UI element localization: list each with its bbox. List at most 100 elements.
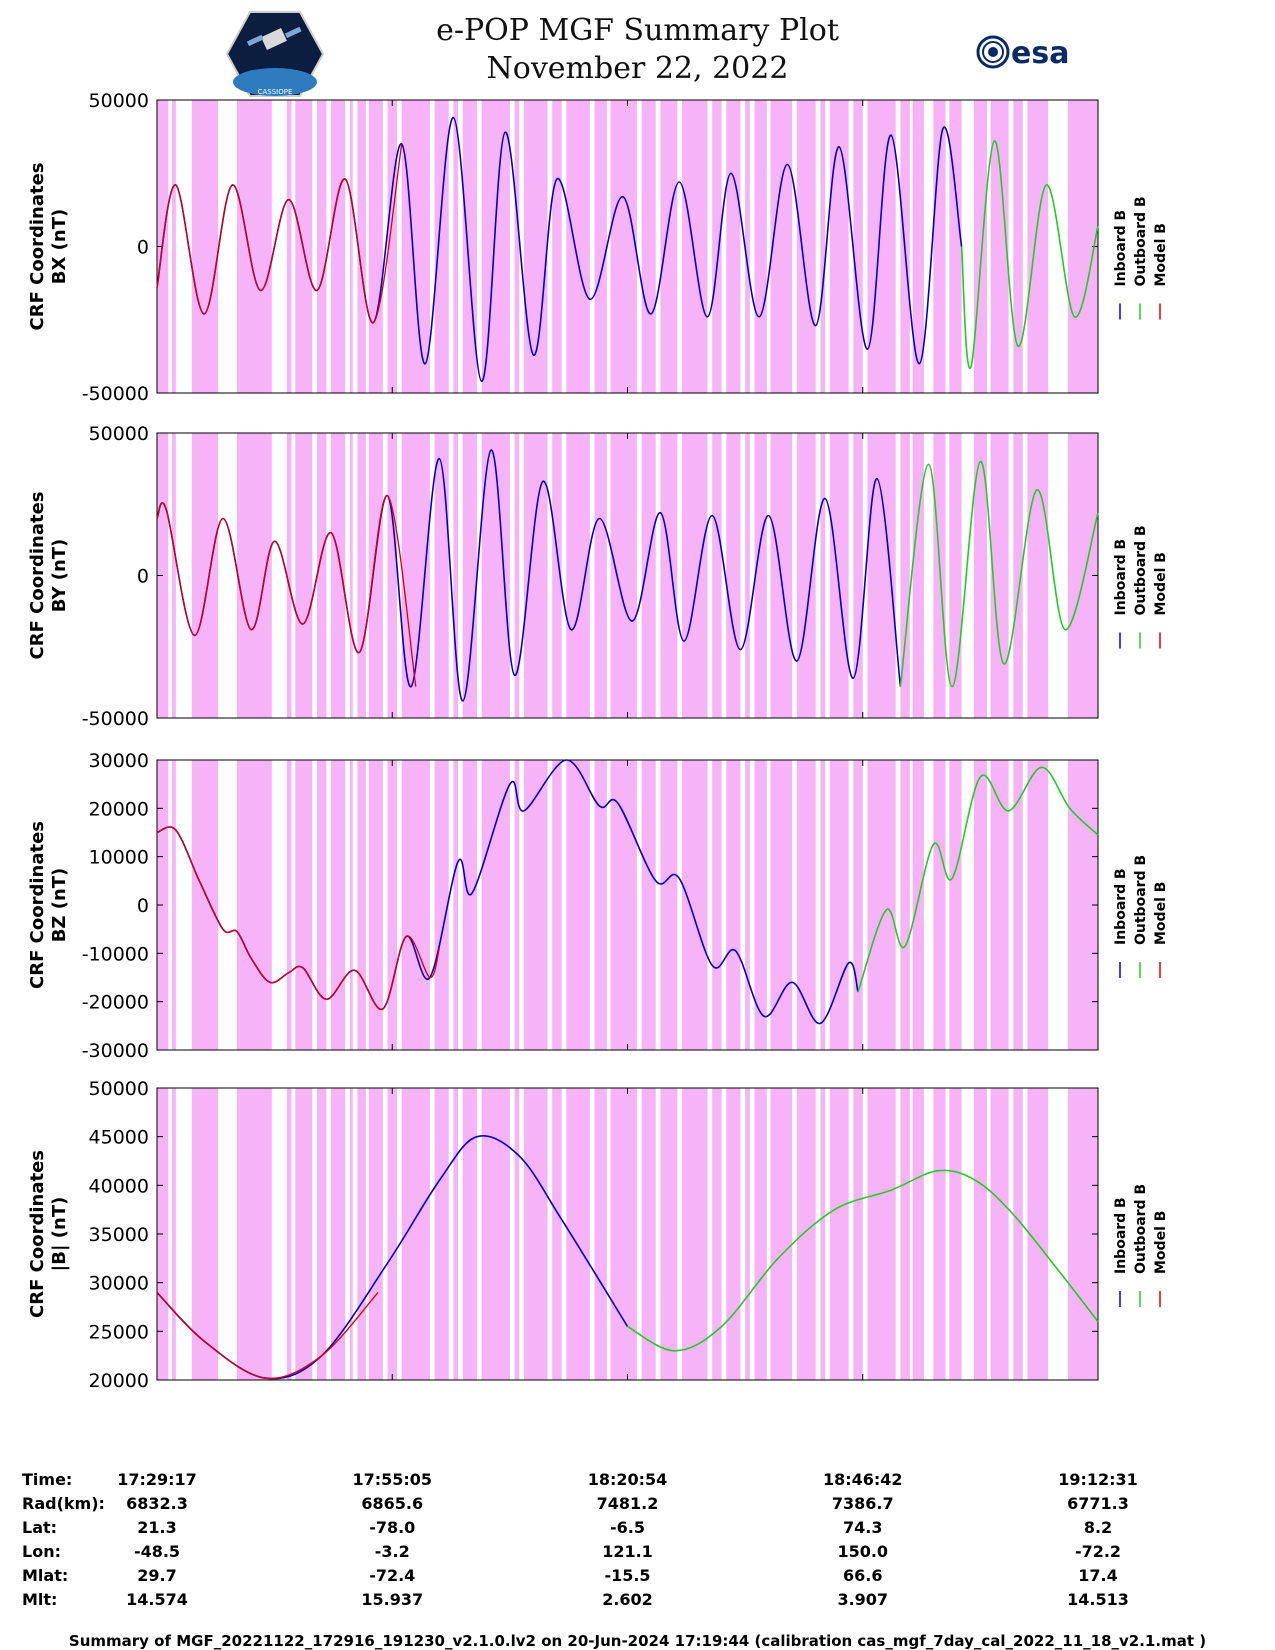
series-model-b xyxy=(156,826,440,1010)
cell-lat: 74.3 xyxy=(843,1518,882,1537)
shade-band xyxy=(453,760,459,1050)
shade-band xyxy=(973,760,987,1050)
shade-band xyxy=(453,100,459,393)
shade-band xyxy=(331,100,346,393)
shade-band xyxy=(236,100,272,393)
shade-band xyxy=(990,100,1009,393)
y-tick-label: 35000 xyxy=(89,1224,149,1246)
cell-rad: 7481.2 xyxy=(597,1494,659,1513)
row-label: Rad(km): xyxy=(22,1494,105,1513)
row-label: Lon: xyxy=(22,1542,61,1561)
shade-band xyxy=(286,760,292,1050)
shade-band xyxy=(594,1088,607,1380)
shade-band xyxy=(829,1088,849,1380)
shade-band xyxy=(990,1088,1009,1380)
shade-band xyxy=(357,760,366,1050)
cell-lon: -72.2 xyxy=(1075,1542,1121,1561)
legend-label: Model B xyxy=(1153,552,1169,615)
shade-band xyxy=(286,1088,292,1380)
cell-mlat: 17.4 xyxy=(1078,1566,1117,1585)
row-label: Time: xyxy=(22,1470,72,1489)
shade-band xyxy=(641,100,656,393)
title-line: e-POP MGF Summary Plot xyxy=(436,13,839,48)
shade-band xyxy=(754,433,767,718)
shade-band xyxy=(349,1088,353,1380)
shade-band xyxy=(641,760,656,1050)
shade-band xyxy=(295,760,313,1050)
shade-band xyxy=(770,1088,793,1380)
shade-band xyxy=(331,760,346,1050)
cell-mlat: 29.7 xyxy=(137,1566,176,1585)
y-tick-label: 20000 xyxy=(89,798,149,820)
shade-band xyxy=(286,100,292,393)
y-axis-label: CRF Coordinates xyxy=(27,492,48,660)
shade-band xyxy=(949,760,962,1050)
shade-band xyxy=(770,760,793,1050)
shade-band xyxy=(552,433,562,718)
shade-band xyxy=(401,760,430,1050)
shade-band xyxy=(867,760,896,1050)
shade-band xyxy=(660,100,678,393)
shade-band xyxy=(610,1088,637,1380)
cell-mlt: 14.513 xyxy=(1067,1590,1129,1609)
svg-text:CASSIOPE: CASSIOPE xyxy=(258,88,293,96)
shade-band xyxy=(191,433,219,718)
esa-logo: esa xyxy=(976,35,1069,71)
shade-band xyxy=(820,760,826,1050)
panel-bz: -30000 -20000 -10000 0 10000 20000 30000 CRF Co… xyxy=(27,750,1169,1062)
shade-band xyxy=(853,433,863,718)
shade-band xyxy=(912,760,924,1050)
position-table: Time: 17:29:17 17:55:05 18:20:54 18:46:42 19:… xyxy=(22,1470,1138,1609)
shade-band xyxy=(368,1088,383,1380)
shade-band xyxy=(641,433,656,718)
shade-band xyxy=(481,100,510,393)
shade-band xyxy=(900,760,910,1050)
cell-time: 18:46:42 xyxy=(823,1470,903,1489)
shade-band xyxy=(912,100,924,393)
shade-band xyxy=(172,1088,176,1380)
shade-band xyxy=(349,433,353,718)
shade-band xyxy=(900,433,910,718)
shade-band xyxy=(796,760,816,1050)
shade-band xyxy=(387,1088,397,1380)
shade-band xyxy=(434,433,449,718)
shade-band xyxy=(331,433,346,718)
shade-band xyxy=(387,433,397,718)
cell-time: 18:20:54 xyxy=(588,1470,668,1489)
shade-band xyxy=(990,433,1009,718)
cell-lat: -6.5 xyxy=(610,1518,645,1537)
shade-band xyxy=(387,760,397,1050)
legend-label: Outboard B xyxy=(1133,196,1149,286)
shade-band xyxy=(610,100,637,393)
shade-band xyxy=(726,433,741,718)
shade-band xyxy=(754,100,767,393)
shade-band xyxy=(316,760,327,1050)
shade-band xyxy=(552,760,562,1050)
shade-band xyxy=(1027,433,1049,718)
shade-band xyxy=(481,760,510,1050)
shade-band xyxy=(912,1088,924,1380)
shade-band xyxy=(523,760,548,1050)
shade-band xyxy=(1027,100,1049,393)
shade-band xyxy=(820,100,826,393)
shade-band xyxy=(453,433,459,718)
shade-band xyxy=(1013,1088,1023,1380)
y-axis-label: BY (nT) xyxy=(49,539,70,613)
legend-label: Outboard B xyxy=(1133,1184,1149,1274)
legend-label: Model B xyxy=(1153,882,1169,945)
shade-band xyxy=(401,100,430,393)
shade-band xyxy=(796,1088,816,1380)
shade-band xyxy=(900,1088,910,1380)
shade-band xyxy=(712,760,722,1050)
row-label: Lat: xyxy=(22,1518,57,1537)
shade-band xyxy=(434,1088,449,1380)
shade-band xyxy=(401,433,430,718)
series-outboard-b xyxy=(627,1169,1099,1352)
y-tick-label: 10000 xyxy=(89,847,149,869)
shade-band xyxy=(316,433,327,718)
shade-band xyxy=(453,1088,459,1380)
cell-lon: 150.0 xyxy=(837,1542,888,1561)
shade-band xyxy=(434,100,449,393)
shade-band xyxy=(990,760,1009,1050)
shade-band xyxy=(796,100,816,393)
